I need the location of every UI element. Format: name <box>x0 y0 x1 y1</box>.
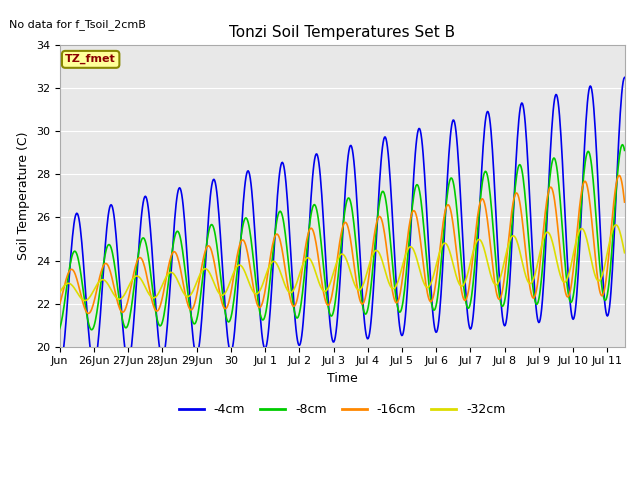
X-axis label: Time: Time <box>326 372 358 385</box>
Legend: -4cm, -8cm, -16cm, -32cm: -4cm, -8cm, -16cm, -32cm <box>173 398 511 421</box>
Title: Tonzi Soil Temperatures Set B: Tonzi Soil Temperatures Set B <box>229 25 455 40</box>
Text: No data for f_Tsoil_2cmB: No data for f_Tsoil_2cmB <box>9 19 146 30</box>
Y-axis label: Soil Temperature (C): Soil Temperature (C) <box>17 132 30 260</box>
Text: TZ_fmet: TZ_fmet <box>65 54 116 64</box>
